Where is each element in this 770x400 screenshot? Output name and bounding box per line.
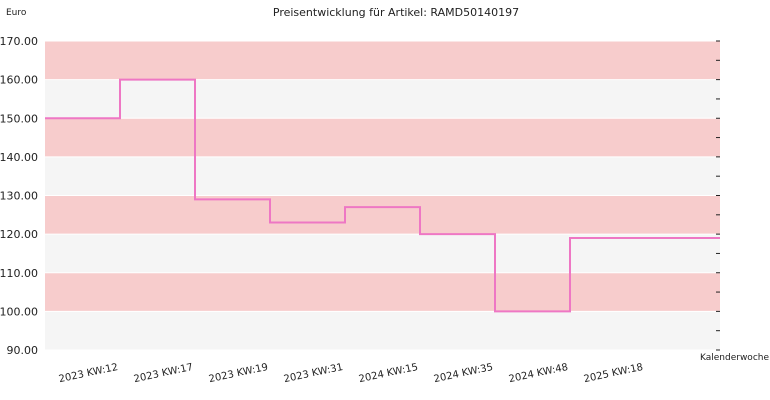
- band: [45, 311, 720, 350]
- band: [45, 234, 720, 273]
- y-tick-label: 160.00: [0, 74, 38, 87]
- band: [45, 195, 720, 235]
- x-tick-label: 2024 KW:48: [508, 362, 569, 385]
- x-tick-label: 2024 KW:15: [358, 362, 419, 385]
- background-bands: [45, 40, 720, 351]
- y-tick-label: 150.00: [0, 112, 38, 125]
- band: [45, 156, 720, 196]
- y-tick-label: 170.00: [0, 35, 38, 48]
- y-axis-tick-labels: 90.00 100.00 110.00 120.00 130.00 140.00 150.0…: [0, 35, 38, 357]
- x-tick-label: 2023 KW:31: [283, 362, 344, 385]
- x-axis-label: Kalenderwoche: [700, 353, 769, 363]
- x-tick-label: 2023 KW:12: [58, 362, 119, 385]
- y-axis-label: Euro: [6, 8, 27, 18]
- y-tick-label: 130.00: [0, 190, 38, 203]
- price-line: [45, 78, 720, 313]
- x-axis-tick-labels: 2023 KW:12 2023 KW:17 2023 KW:19 2023 KW:31…: [58, 362, 644, 385]
- x-tick-label: 2023 KW:19: [208, 362, 269, 385]
- y-tick-label: 110.00: [0, 267, 38, 280]
- x-tick-label: 2023 KW:17: [133, 362, 194, 385]
- band: [45, 118, 720, 157]
- band: [45, 79, 720, 119]
- y-tick-label: 90.00: [7, 344, 39, 357]
- chart-title: Preisentwicklung für Artikel: RAMD501401…: [273, 6, 519, 19]
- y-tick-label: 100.00: [0, 305, 38, 318]
- band: [45, 41, 720, 80]
- band: [45, 272, 720, 312]
- y-tick-label: 120.00: [0, 228, 38, 241]
- y-tick-label: 140.00: [0, 151, 38, 164]
- price-series: [45, 78, 720, 313]
- x-tick-label: 2024 KW:35: [433, 362, 494, 385]
- x-tick-label: 2025 KW:18: [583, 362, 644, 385]
- right-axis-ticks: [716, 40, 720, 351]
